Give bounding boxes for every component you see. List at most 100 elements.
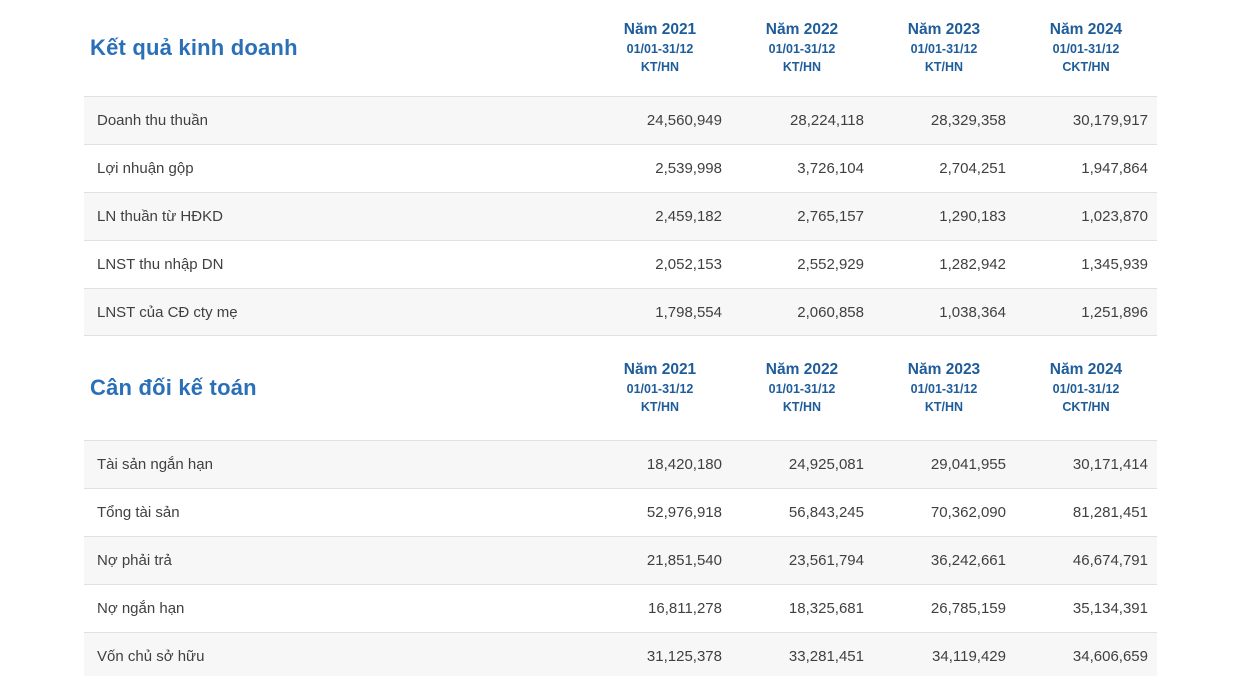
section-header: Kết quả kinh doanh Năm 2021 01/01-31/12 …: [84, 0, 1157, 96]
cell-value: 1,251,896: [1081, 303, 1148, 321]
basis-label: CKT/HN: [1062, 60, 1110, 74]
cell-value: 81,281,451: [1072, 504, 1148, 521]
cell-value: 2,765,157: [797, 208, 864, 225]
year-label: Năm 2023: [907, 21, 981, 38]
basis-label: KT/HN: [782, 60, 822, 74]
basis-label: KT/HN: [640, 60, 680, 74]
cell-value: 1,345,939: [1081, 256, 1148, 273]
cell-value: 56,843,245: [788, 504, 864, 521]
column-header-2022: Năm 2022 01/01-31/12 KT/HN: [731, 360, 873, 416]
table-row: Lợi nhuận gộp 2,539,998 3,726,104 2,704,…: [84, 144, 1157, 192]
column-header-2023: Năm 2023 01/01-31/12 KT/HN: [873, 360, 1015, 416]
cell-value: 2,060,858: [797, 303, 864, 321]
basis-label: KT/HN: [924, 60, 964, 74]
cell-value: 24,560,949: [646, 112, 722, 129]
cell-value: 29,041,955: [930, 456, 1006, 473]
cell-value: 52,976,918: [646, 504, 722, 521]
year-label: Năm 2023: [907, 361, 981, 378]
cell-value: 35,134,391: [1072, 600, 1148, 617]
year-label: Năm 2022: [765, 361, 839, 378]
basis-label: KT/HN: [924, 400, 964, 414]
column-header-2023: Năm 2023 01/01-31/12 KT/HN: [873, 20, 1015, 76]
row-label: Doanh thu thuần: [97, 112, 208, 129]
cell-value: 28,329,358: [930, 112, 1006, 129]
cell-value: 1,798,554: [655, 303, 722, 321]
section-header: Cân đối kế toán Năm 2021 01/01-31/12 KT/…: [84, 336, 1157, 440]
row-label: Nợ phải trả: [97, 552, 172, 569]
row-label: Lợi nhuận gộp: [97, 160, 194, 177]
cell-value: 36,242,661: [930, 552, 1006, 569]
cell-value: 33,281,451: [788, 647, 864, 665]
table-row: LNST thu nhập DN 2,052,153 2,552,929 1,2…: [84, 240, 1157, 288]
cell-value: 18,420,180: [646, 456, 722, 473]
column-header-2021: Năm 2021 01/01-31/12 KT/HN: [589, 20, 731, 76]
year-label: Năm 2024: [1049, 21, 1123, 38]
cell-value: 18,325,681: [788, 600, 864, 617]
year-label: Năm 2021: [623, 361, 697, 378]
table-row: Doanh thu thuần 24,560,949 28,224,118 28…: [84, 96, 1157, 144]
cell-value: 2,539,998: [655, 160, 722, 177]
cell-value: 28,224,118: [790, 112, 864, 129]
period-label: 01/01-31/12: [1052, 382, 1120, 396]
column-header-2022: Năm 2022 01/01-31/12 KT/HN: [731, 20, 873, 76]
cell-value: 16,811,278: [648, 600, 722, 617]
cell-value: 34,606,659: [1072, 647, 1148, 665]
financial-table: Kết quả kinh doanh Năm 2021 01/01-31/12 …: [84, 0, 1157, 676]
period-label: 01/01-31/12: [768, 42, 836, 56]
table-row: LNST của CĐ cty mẹ 1,798,554 2,060,858 1…: [84, 288, 1157, 336]
period-label: 01/01-31/12: [910, 42, 978, 56]
section-business-results: Kết quả kinh doanh Năm 2021 01/01-31/12 …: [84, 0, 1157, 336]
section-title: Cân đối kế toán: [90, 375, 257, 400]
cell-value: 46,674,791: [1072, 552, 1148, 569]
cell-value: 70,362,090: [930, 504, 1006, 521]
table-row: Vốn chủ sở hữu 31,125,378 33,281,451 34,…: [84, 632, 1157, 676]
basis-label: CKT/HN: [1062, 400, 1110, 414]
cell-value: 2,459,182: [655, 208, 722, 225]
section-balance-sheet: Cân đối kế toán Năm 2021 01/01-31/12 KT/…: [84, 336, 1157, 676]
cell-value: 3,726,104: [797, 160, 864, 177]
row-label: Vốn chủ sở hữu: [97, 647, 205, 665]
period-label: 01/01-31/12: [626, 42, 694, 56]
column-header-2024: Năm 2024 01/01-31/12 CKT/HN: [1015, 360, 1157, 416]
cell-value: 30,171,414: [1072, 456, 1148, 473]
cell-value: 30,179,917: [1072, 112, 1148, 129]
cell-value: 24,925,081: [788, 456, 864, 473]
period-label: 01/01-31/12: [1052, 42, 1120, 56]
cell-value: 2,552,929: [797, 256, 864, 273]
column-header-2021: Năm 2021 01/01-31/12 KT/HN: [589, 360, 731, 416]
cell-value: 2,052,153: [655, 256, 722, 273]
row-label: LNST của CĐ cty mẹ: [97, 303, 238, 321]
row-label: Nợ ngắn hạn: [97, 600, 185, 617]
year-label: Năm 2022: [765, 21, 839, 38]
basis-label: KT/HN: [640, 400, 680, 414]
cell-value: 1,023,870: [1081, 208, 1148, 225]
row-label: LN thuần từ HĐKD: [97, 208, 223, 225]
cell-value: 34,119,429: [932, 647, 1006, 665]
cell-value: 1,290,183: [939, 208, 1006, 225]
cell-value: 1,038,364: [939, 303, 1006, 321]
row-label: Tổng tài sản: [97, 504, 180, 521]
cell-value: 1,947,864: [1081, 160, 1148, 177]
table-row: Nợ phải trả 21,851,540 23,561,794 36,242…: [84, 536, 1157, 584]
cell-value: 31,125,378: [646, 647, 722, 665]
table-row: LN thuần từ HĐKD 2,459,182 2,765,157 1,2…: [84, 192, 1157, 240]
year-label: Năm 2024: [1049, 361, 1123, 378]
cell-value: 26,785,159: [930, 600, 1006, 617]
table-row: Nợ ngắn hạn 16,811,278 18,325,681 26,785…: [84, 584, 1157, 632]
column-header-2024: Năm 2024 01/01-31/12 CKT/HN: [1015, 20, 1157, 76]
cell-value: 23,561,794: [788, 552, 864, 569]
table-row: Tài sản ngắn hạn 18,420,180 24,925,081 2…: [84, 440, 1157, 488]
table-row: Tổng tài sản 52,976,918 56,843,245 70,36…: [84, 488, 1157, 536]
cell-value: 21,851,540: [646, 552, 722, 569]
cell-value: 1,282,942: [939, 256, 1006, 273]
basis-label: KT/HN: [782, 400, 822, 414]
cell-value: 2,704,251: [939, 160, 1006, 177]
row-label: Tài sản ngắn hạn: [97, 456, 213, 473]
period-label: 01/01-31/12: [768, 382, 836, 396]
period-label: 01/01-31/12: [626, 382, 694, 396]
section-title: Kết quả kinh doanh: [90, 35, 298, 60]
row-label: LNST thu nhập DN: [97, 256, 224, 273]
period-label: 01/01-31/12: [910, 382, 978, 396]
year-label: Năm 2021: [623, 21, 697, 38]
